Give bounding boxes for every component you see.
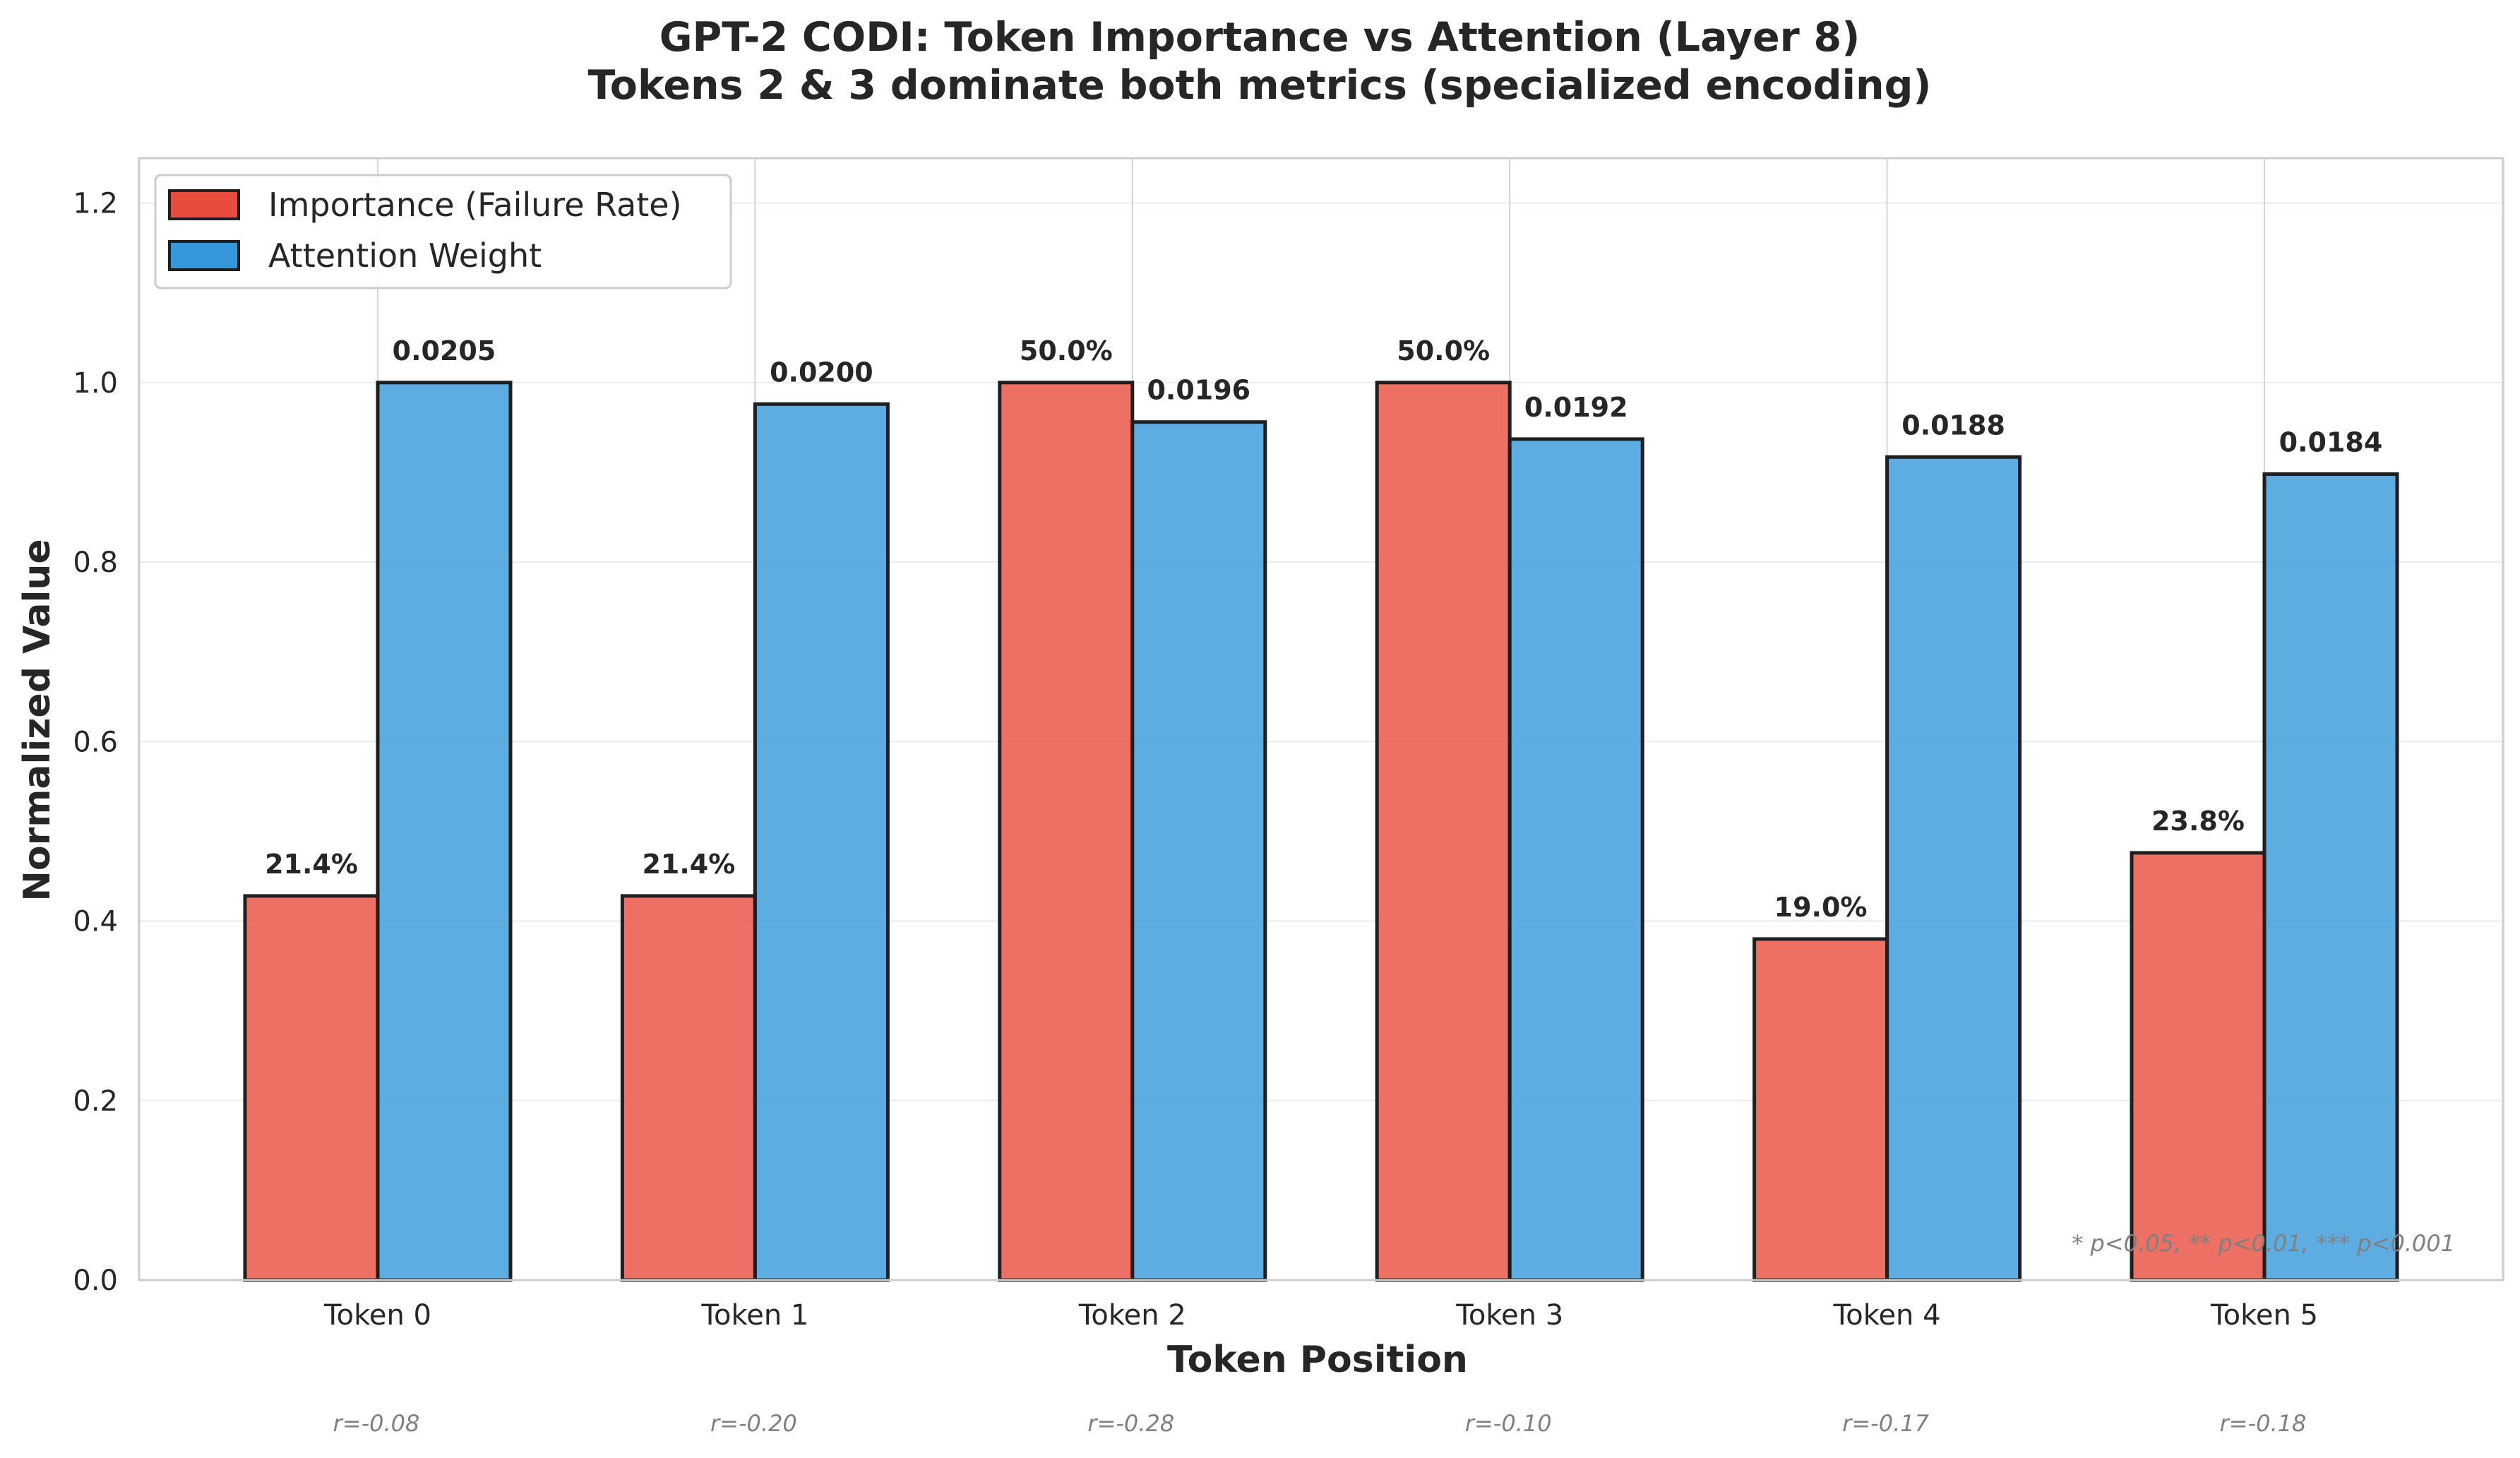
x-axis-ticks: Token 0 Token 1 Token 2 Token 3 Token 4 Token…: [323, 1299, 2318, 1332]
x-tick-label: Token 3: [1455, 1299, 1563, 1332]
y-tick-label: 0.4: [73, 906, 118, 938]
y-axis-label: Normalized Value: [16, 539, 59, 901]
correlation-label: r=-0.28: [1087, 1410, 1174, 1437]
legend-label-attention: Attention Weight: [268, 237, 542, 275]
data-label: 50.0%: [1020, 335, 1113, 366]
legend-box: [154, 174, 732, 289]
data-label: 0.0200: [770, 357, 873, 388]
significance-note: * p<0.05, ** p<0.01, *** p<0.001: [2072, 1230, 2455, 1257]
data-label: 21.4%: [642, 849, 735, 880]
correlation-label: r=-0.17: [1842, 1410, 1929, 1437]
x-tick-label: Token 4: [1833, 1299, 1941, 1332]
data-label: 0.0192: [1524, 392, 1628, 423]
legend: Importance (Failure Rate) Attention Weig…: [154, 174, 732, 289]
y-axis-ticks: 0.0 0.2 0.4 0.6 0.8 1.0 1.2: [73, 188, 118, 1297]
data-label: 50.0%: [1397, 335, 1490, 366]
legend-swatch-attention: [168, 240, 240, 271]
correlation-label: r=-0.08: [333, 1410, 420, 1437]
bar-attention: [1507, 437, 1644, 1282]
x-tick-label: Token 5: [2210, 1299, 2318, 1332]
bar-importance: [1375, 381, 1512, 1282]
chart-title: GPT-2 CODI: Token Importance vs Attentio…: [659, 14, 1861, 61]
data-labels: 21.4% 21.4% 50.0% 50.0% 19.0% 23.8% 0.0205 0.02…: [265, 335, 2382, 923]
y-tick-label: 1.0: [73, 367, 118, 400]
bar-importance: [620, 894, 757, 1282]
bar-importance: [1752, 937, 1889, 1282]
x-tick-label: Token 0: [323, 1299, 431, 1332]
x-tick-label: Token 1: [700, 1299, 808, 1332]
correlation-label: r=-0.18: [2220, 1410, 2307, 1437]
data-label: 0.0196: [1147, 375, 1250, 406]
y-tick-label: 0.2: [73, 1085, 118, 1118]
legend-swatch-importance: [168, 189, 240, 220]
data-label: 0.0184: [2279, 426, 2383, 458]
y-tick-label: 0.8: [73, 546, 118, 579]
data-label: 0.0205: [393, 335, 496, 366]
bar-attention: [376, 381, 513, 1282]
correlation-label: r=-0.10: [1465, 1410, 1552, 1437]
bar-importance: [243, 894, 380, 1282]
bar-importance: [2130, 851, 2267, 1282]
y-tick-label: 1.2: [73, 188, 118, 220]
correlation-label: r=-0.20: [710, 1410, 797, 1437]
data-label: 0.0188: [1901, 410, 2005, 441]
data-label: 19.0%: [1774, 892, 1868, 923]
correlation-labels: r=-0.08 r=-0.20 r=-0.28 r=-0.10 r=-0.17 r=-0.…: [333, 1410, 2307, 1437]
legend-label-importance: Importance (Failure Rate): [268, 186, 682, 224]
x-tick-label: Token 2: [1078, 1299, 1186, 1332]
data-label: 21.4%: [265, 849, 358, 880]
chart-subtitle: Tokens 2 & 3 dominate both metrics (spec…: [588, 62, 1932, 109]
x-axis-label: Token Position: [1167, 1339, 1468, 1381]
bar-attention: [1885, 455, 2022, 1282]
bar-importance: [998, 381, 1135, 1282]
plot-area: [138, 157, 2504, 1281]
data-label: 23.8%: [2151, 806, 2245, 837]
y-tick-label: 0.0: [73, 1265, 118, 1297]
bar-attention: [2262, 472, 2399, 1282]
bars: [243, 381, 2399, 1282]
bar-attention: [1130, 420, 1267, 1282]
bar-attention: [753, 402, 890, 1282]
y-tick-label: 0.6: [73, 726, 118, 758]
